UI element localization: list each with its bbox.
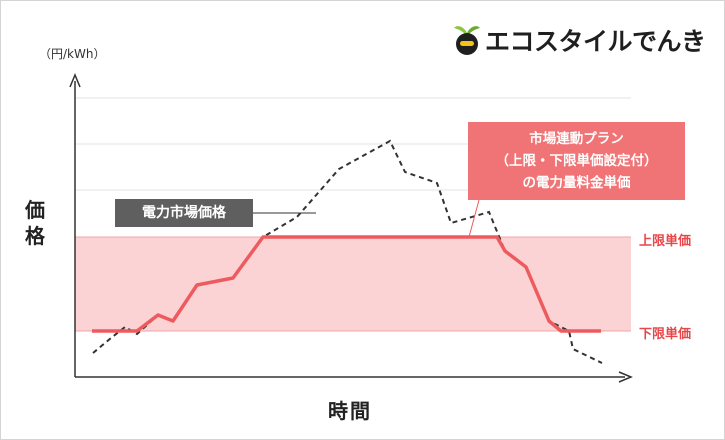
y-axis-title: 価格 — [25, 198, 45, 248]
brand-name: エコスタイルでんき — [485, 27, 706, 56]
plan-callout-line: （上限・下限単価設定付） — [495, 153, 658, 169]
unit-label: （円/kWh） — [39, 47, 106, 61]
plan-callout-line: 市場連動プラン — [529, 131, 624, 147]
market-price-callout: 電力市場価格 — [115, 199, 253, 227]
y-axis-arrow — [69, 73, 81, 88]
leaf-mascot-icon — [454, 26, 480, 55]
price-band — [75, 237, 631, 331]
upper-limit-label: 上限単価 — [639, 234, 692, 249]
brand-logo: エコスタイルでんき — [449, 23, 706, 57]
plan-price-line — [92, 235, 601, 333]
x-axis-title: 時間 — [328, 399, 372, 423]
plan-leader-line — [468, 199, 480, 238]
lower-limit-label: 下限単価 — [639, 327, 692, 342]
x-axis-arrow — [618, 371, 633, 383]
plan-price-callout: 市場連動プラン （上限・下限単価設定付） の電力量料金単価 — [468, 122, 685, 200]
plan-callout-line: の電力量料金単価 — [522, 175, 631, 191]
